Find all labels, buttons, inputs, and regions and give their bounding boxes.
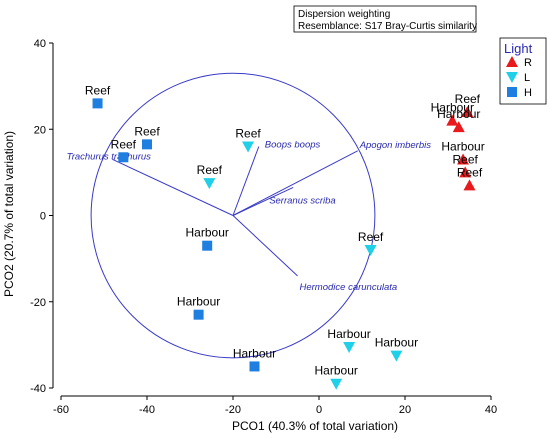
y-tick-label: -20 (30, 297, 46, 309)
x-axis-label: PCO1 (40.3% of total variation) (232, 419, 398, 433)
data-point-l (390, 350, 403, 362)
correlation-circle (90, 72, 376, 359)
data-point-r (461, 106, 474, 117)
legend-item-label: H (524, 87, 532, 99)
point-label: Reef (85, 83, 111, 97)
vector-label: Serranus scriba (269, 195, 336, 206)
data-point-h (142, 139, 152, 150)
legend: Light RLH (499, 37, 547, 105)
info-box: Dispersion weighting Resemblance: S17 Br… (293, 5, 477, 33)
data-point-l (242, 141, 255, 153)
data-point-l (343, 342, 356, 354)
legend-item-label: R (524, 57, 532, 69)
point-label: Harbour (431, 101, 474, 115)
point-label: Harbour (441, 139, 484, 153)
data-point-r (446, 114, 459, 126)
point-label: Reef (358, 230, 384, 244)
point-label: Reef (111, 137, 137, 151)
vector-line (232, 187, 294, 216)
point-label: Reef (197, 163, 223, 177)
legend-item-label: L (524, 72, 530, 84)
data-point-r (457, 153, 470, 165)
x-tick-label: 40 (485, 404, 497, 416)
point-label: Harbour (177, 295, 220, 309)
point-label: Reef (453, 152, 479, 166)
x-tick-label: -20 (225, 404, 241, 416)
vector-line (232, 150, 358, 216)
data-point-h (249, 361, 260, 372)
legend-title: Light (504, 41, 533, 56)
data-point-l (364, 245, 377, 256)
legend-marker-r (506, 56, 518, 67)
vector-line (232, 146, 260, 216)
data-point-r (463, 179, 476, 191)
point-label: Reef (134, 124, 160, 138)
point-label: Harbour (315, 364, 358, 378)
point-label: Harbour (327, 327, 370, 341)
point-label: Harbour (437, 107, 480, 121)
y-tick-label: 40 (34, 38, 46, 50)
y-tick-label: -40 (30, 383, 46, 395)
data-points (92, 98, 476, 390)
y-tick-label: 20 (34, 124, 46, 136)
y-axis-label: PCO2 (20.7% of total variation) (2, 131, 16, 297)
x-tick-label: 0 (316, 404, 322, 416)
data-point-h (92, 98, 103, 109)
legend-marker-h (507, 87, 517, 97)
circle-outline (90, 72, 376, 359)
y-tick-label: 0 (40, 211, 46, 223)
vector-label: Apogon imberbis (359, 140, 432, 151)
x-tick-label: -40 (139, 404, 155, 416)
point-label: Harbour (375, 336, 418, 350)
data-point-r (452, 121, 465, 133)
info-line-1: Dispersion weighting (298, 9, 390, 20)
vector-line (232, 215, 298, 277)
point-label: Harbour (233, 346, 276, 360)
data-point-h (202, 240, 213, 251)
vector-label: Trachurus trachurus (67, 151, 152, 162)
legend-marker-l (506, 72, 518, 83)
data-point-l (203, 178, 216, 190)
vector-line (112, 158, 234, 216)
point-label: Reef (235, 127, 261, 141)
axes: -60 -40 -20 0 20 40 -40 -20 0 20 40 (30, 38, 497, 416)
vector-label: Hermodice carunculata (300, 282, 398, 293)
data-point-r (459, 166, 472, 178)
point-label: Reef (455, 92, 481, 106)
point-label: Harbour (186, 226, 229, 240)
data-point-l (330, 378, 343, 390)
x-tick-label: -60 (53, 404, 69, 416)
vector-overlay: Trachurus trachurus Boops boops Apogon imb… (67, 140, 432, 293)
x-tick-label: 20 (399, 404, 411, 416)
data-point-h (193, 309, 204, 320)
vector-label: Boops boops (265, 140, 321, 151)
point-labels: HarbourReefHarbourHarbourReefReefReefRee… (85, 83, 485, 377)
point-label: Reef (457, 165, 483, 179)
info-line-2: Resemblance: S17 Bray-Curtis similarity (298, 21, 477, 32)
data-point-h (118, 152, 129, 163)
